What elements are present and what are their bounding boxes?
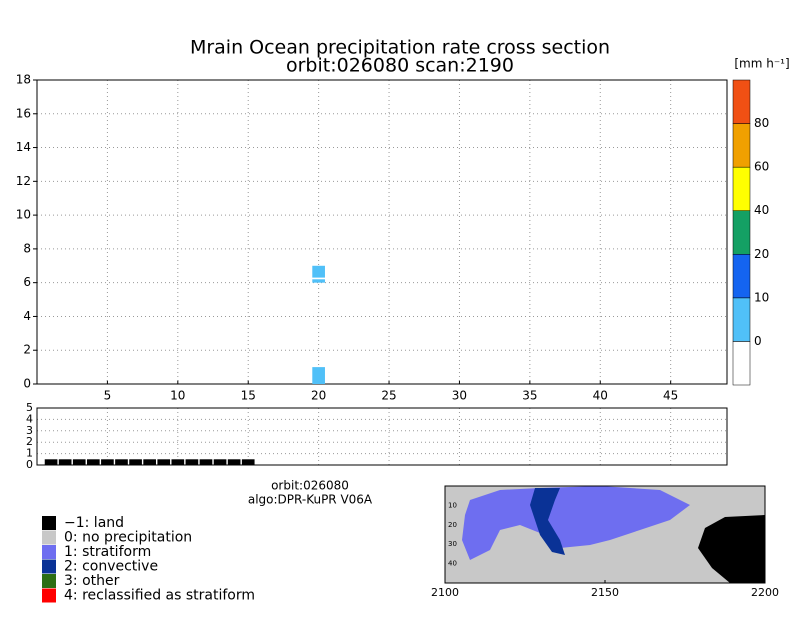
flag-bar — [227, 459, 241, 465]
x-tick-label: 30 — [452, 389, 467, 403]
map-y-tick-label: 20 — [448, 521, 457, 529]
colorbar-segment — [732, 254, 751, 299]
legend-label: 2: convective — [64, 559, 158, 575]
x-tick-label: 10 — [170, 389, 185, 403]
y-tick-label: 14 — [16, 140, 31, 154]
lower-y-tick-label: 5 — [26, 401, 33, 414]
flag-bar — [143, 459, 156, 465]
flag-bar — [241, 459, 255, 465]
y-tick-label: 18 — [16, 73, 31, 87]
x-tick-label: 45 — [663, 389, 678, 403]
map-stratiform — [462, 486, 690, 560]
legend-swatch — [42, 559, 56, 574]
map-land — [698, 515, 765, 583]
colorbar-segment — [732, 210, 751, 255]
legend-label: 4: reclassified as stratiform — [64, 588, 255, 604]
legend-label: 0: no precipitation — [64, 530, 192, 546]
colorbar-segment — [732, 79, 751, 124]
y-tick-label: 0 — [23, 377, 31, 391]
x-tick-label: 15 — [241, 389, 256, 403]
legend-label: −1: land — [64, 515, 124, 531]
info: orbit:026080 — [271, 479, 349, 493]
colorbar-segment — [732, 297, 751, 342]
y-tick-label: 4 — [23, 309, 31, 323]
flag-bar — [115, 459, 128, 465]
x-tick-label: 20 — [311, 389, 326, 403]
flag-bar — [171, 459, 185, 465]
y-tick-label: 6 — [23, 275, 31, 289]
legend-swatch — [42, 588, 56, 603]
legend-label: 3: other — [64, 573, 120, 589]
colorbar-label: 80 — [754, 116, 769, 130]
colorbar-segment — [732, 166, 751, 211]
x-tick-label: 25 — [381, 389, 396, 403]
colorbar-unit: [mm h⁻¹] — [734, 57, 789, 71]
flag-bar — [72, 459, 86, 465]
y-tick-label: 2 — [23, 343, 31, 357]
lower-y-tick-label: 2 — [26, 435, 33, 448]
flag-bar — [199, 459, 213, 465]
map-y-tick-label: 30 — [448, 540, 457, 548]
lower-y-tick-label: 4 — [26, 412, 33, 425]
flag-bar — [129, 459, 142, 465]
legend-swatch — [42, 545, 56, 559]
colorbar-label: 60 — [754, 160, 769, 174]
legend-swatch — [42, 574, 56, 588]
lower-frame — [36, 407, 728, 466]
y-tick-label: 12 — [16, 174, 31, 188]
cell — [312, 367, 325, 384]
flag-bar — [58, 459, 72, 465]
map-y-tick-label: 40 — [448, 560, 457, 568]
map-y-tick-label: 10 — [448, 501, 457, 509]
map-x-tick-label: 2200 — [751, 586, 779, 599]
flag-bar — [101, 459, 114, 465]
flag-bar — [44, 459, 58, 465]
colorbar-label: 0 — [754, 334, 762, 348]
lower-y-tick-label: 3 — [26, 424, 33, 437]
plot-frame — [36, 79, 728, 385]
legend-label: 1: stratiform — [64, 544, 151, 560]
colorbar-label: 20 — [754, 247, 769, 261]
y-tick-label: 16 — [16, 106, 31, 120]
info: algo:DPR-KuPR V06A — [248, 493, 373, 507]
map-x-tick-label: 2150 — [591, 586, 619, 599]
map-convective — [530, 488, 565, 555]
colorbar-segment — [732, 123, 751, 168]
flag-bar — [213, 459, 227, 465]
y-tick-label: 8 — [23, 241, 31, 255]
cell — [312, 279, 325, 283]
x-tick-label: 5 — [104, 389, 112, 403]
colorbar-segment — [732, 341, 751, 386]
legend-swatch — [42, 516, 56, 530]
flag-bar — [157, 459, 171, 465]
cell — [312, 265, 325, 278]
chart-subtitle: orbit:026080 scan:2190 — [286, 55, 514, 77]
legend-swatch — [42, 530, 56, 545]
lower-y-tick-label: 1 — [26, 447, 33, 460]
chart-title: Mrain Ocean precipitation rate cross sec… — [190, 37, 610, 59]
x-tick-label: 35 — [522, 389, 537, 403]
colorbar-label: 40 — [754, 203, 769, 217]
y-tick-label: 10 — [16, 208, 31, 222]
flag-bar — [86, 459, 100, 465]
map-x-tick-label: 2100 — [431, 586, 459, 599]
flag-bar — [185, 459, 199, 465]
x-tick-label: 40 — [593, 389, 608, 403]
colorbar-label: 10 — [754, 290, 769, 304]
lower-y-tick-label: 0 — [26, 458, 33, 471]
